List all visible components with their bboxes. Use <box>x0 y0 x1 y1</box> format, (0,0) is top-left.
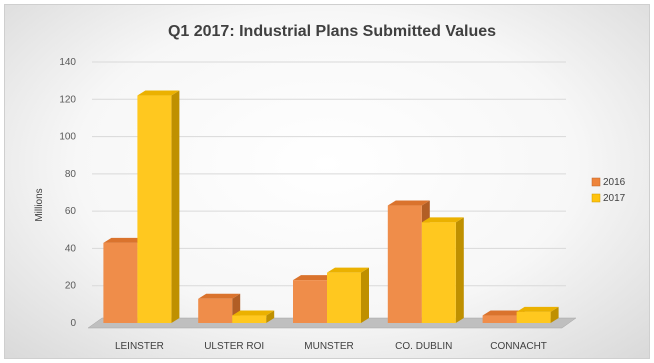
bars <box>103 90 559 323</box>
bar-top <box>198 293 241 299</box>
bar-side <box>455 217 464 323</box>
bar-2017-co-dublin <box>421 217 464 323</box>
bar-top <box>293 275 335 281</box>
bar-side <box>361 267 369 323</box>
x-category-label: CO. DUBLIN <box>395 341 452 352</box>
bar-top <box>327 267 369 273</box>
y-axis-label: Millions <box>34 188 45 221</box>
chart-title: Q1 2017: Industrial Plans Submitted Valu… <box>168 23 496 40</box>
bar-top <box>232 310 275 316</box>
bar-front <box>516 311 551 323</box>
bar-2017-connacht <box>516 306 559 323</box>
bar-2017-munster <box>327 267 369 323</box>
bar-front <box>327 272 361 323</box>
bar-front <box>103 242 138 323</box>
bar-2017-ulster-roi <box>232 310 275 323</box>
bar-front <box>293 280 327 323</box>
y-tick-label: 60 <box>65 206 77 217</box>
x-category-label: MUNSTER <box>304 341 353 352</box>
bar-top <box>516 306 559 312</box>
y-tick-label: 120 <box>59 94 76 105</box>
bar-front <box>387 205 422 323</box>
y-tick-label: 100 <box>59 132 76 143</box>
y-tick-label: 40 <box>65 243 77 254</box>
bar-top <box>482 310 525 316</box>
bar-top <box>137 90 180 96</box>
bar-2017-leinster <box>137 90 180 323</box>
y-axis-ticks: 0 20 40 60 80 100 120 140 <box>59 57 76 329</box>
y-tick-label: 20 <box>65 281 77 292</box>
y-tick-label: 0 <box>70 318 76 329</box>
legend-label: 2016 <box>603 177 626 188</box>
legend: 2016 2017 <box>591 177 626 204</box>
bar-side <box>171 90 180 323</box>
x-category-label: CONNACHT <box>490 341 547 352</box>
bar-front <box>137 95 172 323</box>
y-tick-label: 80 <box>65 169 77 180</box>
bar-side <box>266 310 275 323</box>
legend-label: 2017 <box>603 193 626 204</box>
bar-top <box>421 217 464 223</box>
legend-swatch <box>591 193 601 203</box>
y-tick-label: 140 <box>59 57 76 68</box>
bar-top <box>103 237 146 243</box>
bar-front <box>482 315 517 323</box>
x-category-label: ULSTER ROI <box>204 341 264 352</box>
legend-swatch <box>591 177 601 187</box>
bar-side <box>550 306 559 323</box>
bar-front <box>421 222 456 323</box>
x-axis-categories: LEINSTER ULSTER ROI MUNSTER CO. DUBLIN CONNA… <box>115 341 547 352</box>
x-category-label: LEINSTER <box>115 341 164 352</box>
bar-front <box>232 315 267 323</box>
bar-front <box>198 298 233 323</box>
bar-top <box>387 200 430 206</box>
